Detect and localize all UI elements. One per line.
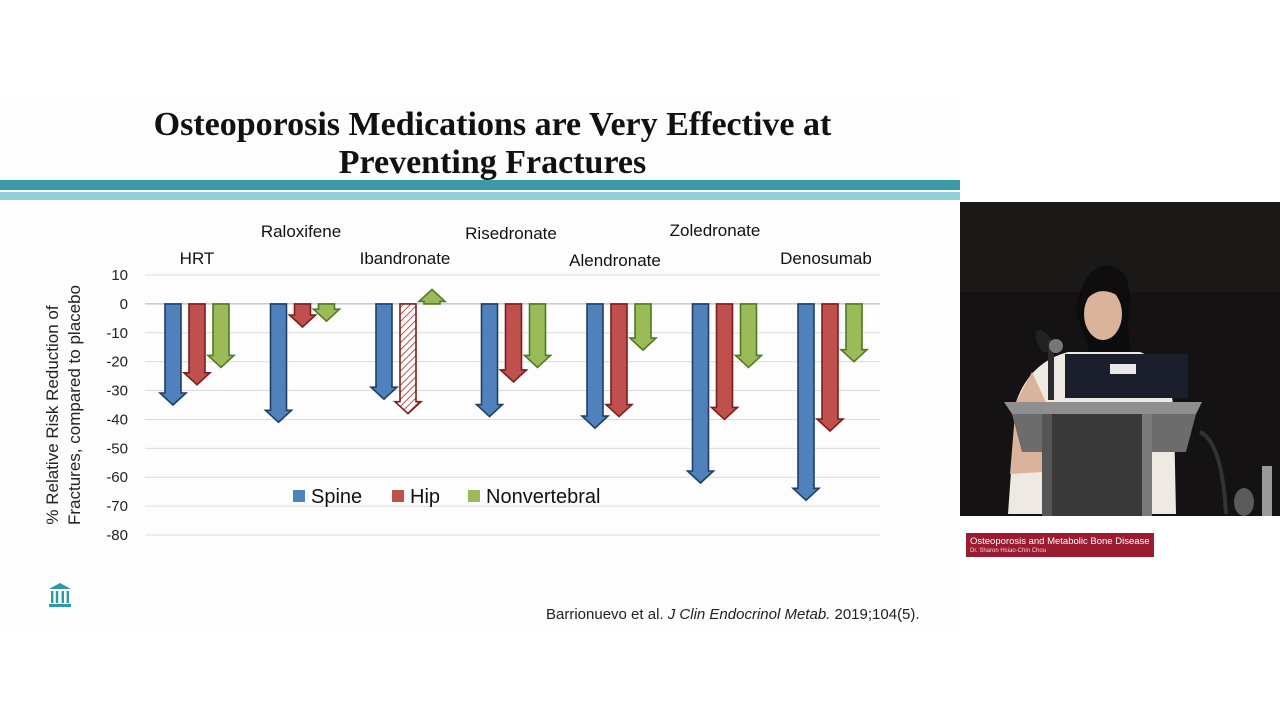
bar-raloxifene-nonvertebral bbox=[311, 303, 342, 323]
legend-label-spine: Spine bbox=[311, 486, 362, 508]
y-tick-label: -70 bbox=[106, 498, 128, 515]
bar-alendronate-spine bbox=[579, 303, 611, 430]
bar-denosumab-spine bbox=[790, 303, 822, 502]
legend-swatch-spine bbox=[293, 490, 305, 502]
y-tick-label: -80 bbox=[106, 527, 128, 544]
y-tick-label: -60 bbox=[106, 469, 128, 486]
fracture-reduction-chart: 10 0 -10 -20 -30 -40 -50 -60 -70 -80 HRT Raloxifen… bbox=[43, 221, 880, 544]
y-tick-label: -30 bbox=[106, 383, 128, 400]
category-label-denosumab: Denosumab bbox=[780, 249, 872, 268]
bar-denosumab-nonvertebral bbox=[838, 303, 870, 363]
speaker-video bbox=[960, 202, 1280, 516]
y-tick-label: 10 bbox=[111, 267, 128, 284]
y-tick-label: -50 bbox=[106, 440, 128, 457]
bar-risedronate-spine bbox=[474, 303, 505, 418]
bar-alendronate-hip bbox=[603, 303, 635, 418]
citation: Barrionuevo et al. J Clin Endocrinol Met… bbox=[546, 606, 920, 623]
citation-ref: 2019;104(5). bbox=[834, 606, 920, 623]
y-tick-label: -10 bbox=[106, 325, 128, 342]
bar-alendronate-nonvertebral bbox=[627, 303, 659, 352]
bar-hrt-nonvertebral bbox=[205, 303, 237, 369]
chart-legend: Spine Hip Nonvertebral bbox=[293, 486, 601, 508]
y-axis-label-line-1: % Relative Risk Reduction of bbox=[43, 305, 62, 524]
title-line-2: Preventing Fractures bbox=[338, 144, 647, 181]
title-band-dark bbox=[0, 180, 960, 190]
bar-raloxifene-hip bbox=[287, 303, 318, 329]
bar-risedronate-hip bbox=[498, 303, 529, 383]
category-label-risedronate: Risedronate bbox=[465, 224, 557, 243]
bar-zoledronate-nonvertebral bbox=[733, 303, 764, 369]
category-label-raloxifene: Raloxifene bbox=[261, 222, 341, 241]
bar-denosumab-hip bbox=[814, 303, 846, 433]
citation-journal: J Clin Endocrinol Metab. bbox=[667, 606, 831, 623]
legend-label-nonvertebral: Nonvertebral bbox=[486, 486, 601, 508]
y-tick-label: -40 bbox=[106, 411, 128, 428]
bar-ibandronate-spine bbox=[368, 303, 400, 401]
citation-authors: Barrionuevo et al. bbox=[546, 606, 664, 623]
bar-risedronate-nonvertebral bbox=[522, 303, 553, 369]
bar-hrt-spine bbox=[157, 303, 189, 407]
legend-swatch-hip bbox=[392, 490, 404, 502]
institution-logo-icon bbox=[49, 583, 71, 607]
category-label-zoledronate: Zoledronate bbox=[670, 221, 761, 240]
lower-third-title: Osteoporosis and Metabolic Bone Disease bbox=[970, 536, 1150, 547]
y-tick-label: -20 bbox=[106, 354, 128, 371]
legend-swatch-nonvertebral bbox=[468, 490, 480, 502]
category-label-ibandronate: Ibandronate bbox=[360, 249, 451, 268]
category-label-alendronate: Alendronate bbox=[569, 251, 661, 270]
category-label-hrt: HRT bbox=[180, 249, 215, 268]
lower-third-subtitle: Dr. Sharon Hsiao-Chin Chou bbox=[970, 548, 1047, 554]
bar-hrt-hip bbox=[181, 303, 213, 386]
title-line-1: Osteoporosis Medications are Very Effect… bbox=[153, 106, 832, 143]
title-band-light bbox=[0, 192, 960, 200]
bar-zoledronate-hip bbox=[709, 303, 740, 421]
legend-label-hip: Hip bbox=[410, 486, 440, 508]
y-axis-label-line-2: Fractures, compared to placebo bbox=[65, 285, 84, 525]
bar-ibandronate-nonvertebral bbox=[416, 288, 448, 305]
lower-third: Osteoporosis and Metabolic Bone Disease … bbox=[966, 533, 1154, 557]
speaker-video-scene bbox=[960, 202, 1280, 516]
bar-raloxifene-spine bbox=[263, 303, 294, 424]
y-tick-label: 0 bbox=[120, 296, 128, 313]
bar-ibandronate-hip bbox=[392, 303, 424, 415]
bar-zoledronate-spine bbox=[685, 303, 716, 485]
slide-title: Osteoporosis Medications are Very Effect… bbox=[0, 106, 985, 182]
